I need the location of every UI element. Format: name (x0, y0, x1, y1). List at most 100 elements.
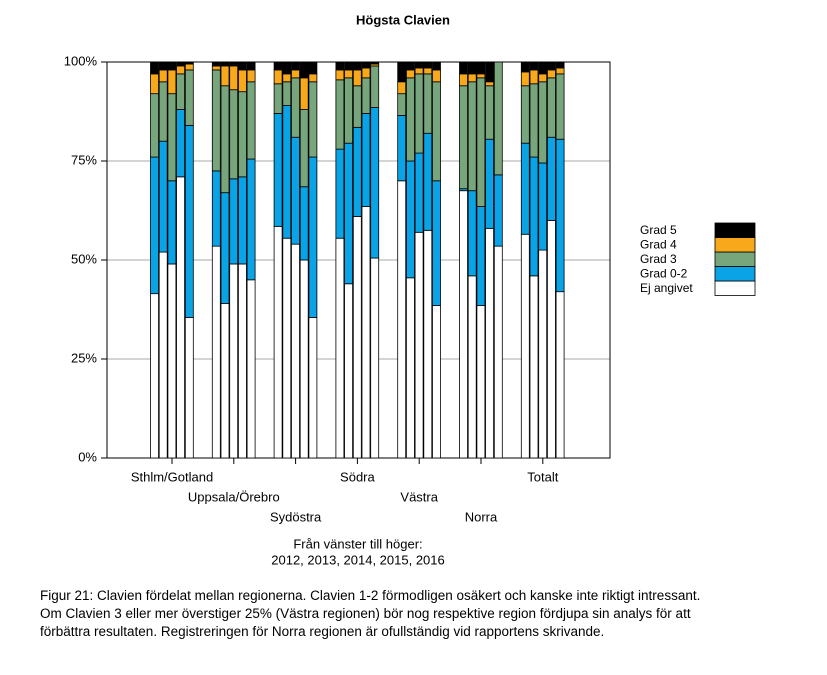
bar-segment (520, 61, 530, 73)
bar-segment (246, 158, 256, 281)
bar-segment (150, 156, 159, 295)
bar-segment (432, 180, 441, 306)
bar-segment (335, 69, 345, 81)
y-tick-label: 25% (71, 350, 97, 365)
bar-segment (423, 73, 433, 134)
legend-label: Grad 0-2 (640, 267, 688, 281)
bar-segment (485, 227, 495, 459)
bar-segment (493, 174, 503, 247)
bar-segment (547, 136, 556, 221)
bar-segment (158, 61, 168, 71)
bar-segment (167, 69, 177, 95)
bar-segment (211, 245, 221, 459)
bar-segment (291, 61, 300, 71)
bar-segment (335, 237, 345, 459)
x-axis-label: 2012, 2013, 2014, 2015, 2016 (271, 552, 445, 567)
bar-segment (555, 138, 565, 293)
bar-segment (220, 65, 230, 87)
bar-segment (291, 243, 300, 459)
bar-segment (211, 65, 221, 71)
bar-segment (405, 61, 415, 71)
bar-segment (150, 93, 159, 158)
bar-segment (547, 69, 556, 79)
bar-segment (299, 61, 309, 79)
bar-segment (352, 85, 362, 128)
bar-segment (229, 61, 239, 67)
chart-title: Högsta Clavien (356, 12, 450, 27)
bar-segment (485, 61, 495, 83)
bar-segment (352, 216, 362, 459)
bar-segment (467, 81, 477, 192)
bar-segment (476, 305, 486, 459)
bar-segment (184, 317, 194, 459)
bar-segment (423, 61, 433, 69)
bar-segment (361, 206, 371, 459)
bar-segment (184, 63, 194, 71)
caption: förbättra resultaten. Registreringen för… (40, 624, 605, 639)
bar-segment (467, 275, 477, 459)
bar-segment (211, 69, 221, 172)
bar-segment (158, 140, 168, 253)
bar-segment (158, 81, 168, 142)
y-tick-label: 75% (71, 152, 97, 167)
bar-segment (493, 61, 503, 176)
bar-segment (538, 81, 548, 164)
bar-segment (529, 275, 539, 459)
bar-segment (344, 77, 354, 144)
bar-segment (414, 231, 424, 459)
bar-segment (423, 132, 433, 231)
bar-segment (344, 142, 354, 285)
bar-segment (476, 61, 486, 75)
bar-segment (397, 180, 407, 459)
bar-segment (476, 77, 486, 207)
bar-segment (538, 73, 548, 83)
bar-segment (529, 156, 539, 277)
bar-segment (344, 69, 354, 79)
chart: Högsta Clavien Från vänster till höger: … (64, 12, 756, 567)
x-tick-label: Västra (400, 489, 438, 504)
bar-segment (538, 249, 548, 459)
bar-segment (150, 73, 159, 95)
bar-segment (405, 77, 415, 162)
bar-segment (167, 93, 177, 182)
x-tick-label: Totalt (527, 469, 558, 484)
bar-segment (405, 160, 415, 279)
bar-segment (432, 81, 441, 182)
bar-segment (299, 109, 309, 188)
legend-swatch (714, 280, 756, 296)
bar-segment (520, 85, 530, 144)
bar-segment (361, 113, 371, 207)
bar-segment (150, 61, 159, 75)
bar-segment (538, 61, 548, 75)
bar-segment (352, 126, 362, 217)
bar-segment (459, 61, 468, 75)
bar-segment (158, 251, 168, 459)
legend-swatch (714, 251, 756, 267)
bar-segment (246, 61, 256, 71)
bar-segment (529, 61, 539, 71)
bar-segment (370, 65, 380, 108)
bar-segment (229, 178, 239, 265)
bar-segment (282, 237, 292, 459)
bar-segment (432, 69, 441, 83)
bar-segment (184, 69, 194, 126)
bar-segment (211, 170, 221, 247)
bar-segment (397, 93, 407, 116)
legend-swatch (714, 266, 756, 282)
x-tick-label: Sthlm/Gotland (131, 469, 213, 484)
bar-segment (361, 67, 371, 79)
y-tick-label: 100% (64, 53, 98, 68)
bar-segment (555, 67, 565, 75)
bar-segment (273, 69, 283, 85)
bar-segment (273, 113, 283, 227)
bar-segment (485, 138, 495, 229)
bar-segment (176, 176, 186, 459)
bar-segment (237, 263, 247, 459)
bar-segment (308, 81, 318, 158)
bar-segment (335, 61, 345, 71)
legend-label: Grad 4 (640, 238, 677, 252)
bar-segment (459, 190, 468, 459)
bar-segment (282, 73, 292, 83)
bar-segment (282, 105, 292, 239)
